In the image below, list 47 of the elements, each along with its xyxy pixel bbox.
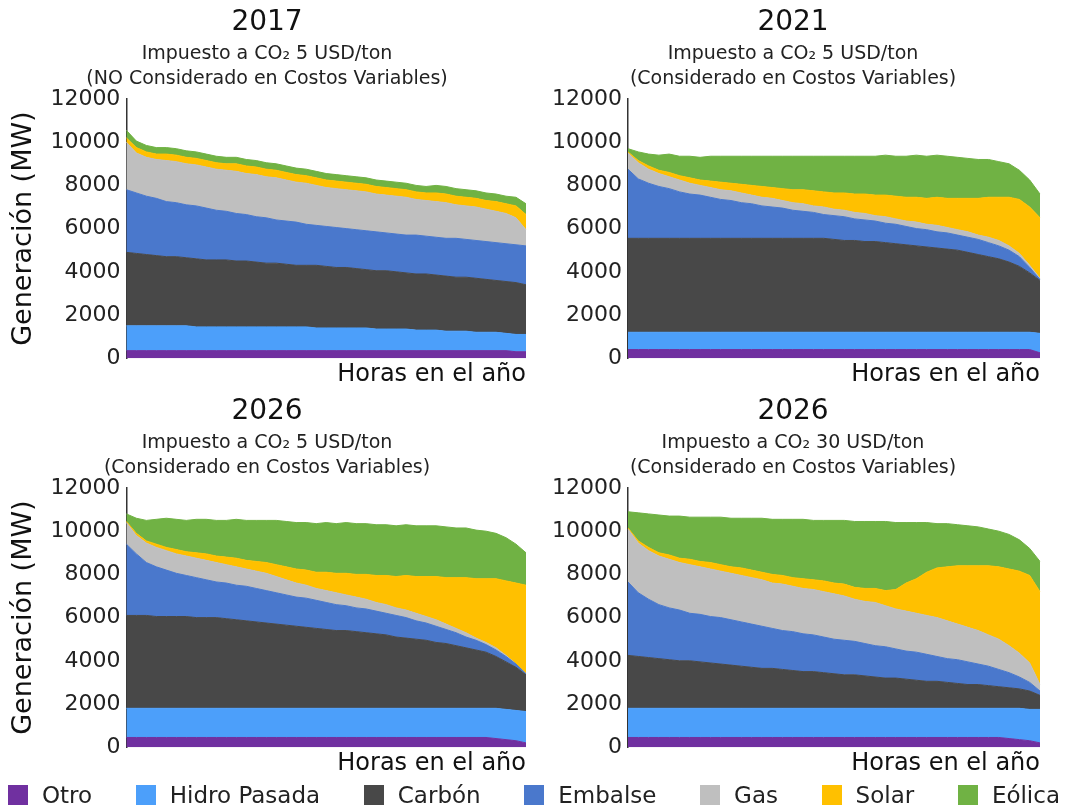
y-axis-title: Generación (MW)	[6, 500, 38, 735]
y-tick-label: 6000	[565, 603, 622, 629]
chart-title: 2026	[231, 393, 303, 427]
y-tick-label: 6000	[64, 603, 121, 629]
y-tick-label: 12000	[551, 84, 622, 110]
legend-label: Carbón	[397, 782, 481, 808]
y-tick-label: 10000	[50, 127, 121, 153]
y-tick-label: 0	[607, 343, 622, 369]
chart-title: 2017	[231, 4, 303, 38]
legend-label: Otro	[42, 782, 93, 808]
y-tick-label: 4000	[565, 646, 622, 672]
x-axis-title: Horas en el año	[337, 358, 526, 387]
legend-label: Embalse	[558, 782, 657, 808]
y-tick-label: 8000	[565, 171, 622, 197]
chart-subtitle: Impuesto a CO₂ 30 USD/ton (Considerado en Costos Variables)	[629, 429, 957, 477]
x-axis-title: Horas en el año	[337, 747, 526, 776]
y-tick-label: 8000	[565, 560, 622, 586]
legend-label: Eólica	[991, 782, 1060, 808]
y-axis-title: Generación (MW)	[6, 111, 38, 346]
chart-title: 2026	[757, 393, 829, 427]
y-tick-label: 12000	[551, 473, 622, 499]
y-tick-label: 4000	[64, 646, 121, 672]
y-tick-label: 10000	[551, 127, 622, 153]
chart-title: 2021	[757, 4, 829, 38]
y-tick-label: 10000	[551, 516, 622, 542]
chart-subtitle: Impuesto a CO₂ 5 USD/ton (Considerado en Costos Variables)	[629, 40, 957, 88]
legend-label: Gas	[734, 782, 778, 808]
y-tick-label: 8000	[64, 171, 121, 197]
x-axis-title: Horas en el año	[851, 358, 1040, 387]
x-axis-title: Horas en el año	[851, 747, 1040, 776]
y-tick-label: 6000	[64, 214, 121, 240]
y-tick-label: 0	[106, 732, 121, 758]
legend-label: Hidro Pasada	[169, 782, 321, 808]
y-tick-label: 10000	[50, 516, 121, 542]
y-tick-label: 0	[106, 343, 121, 369]
chart-subtitle: Impuesto a CO₂ 5 USD/ton (NO Considerado en Costos Variables)	[86, 40, 448, 88]
y-tick-label: 8000	[64, 560, 121, 586]
legend-label: Solar	[855, 782, 915, 808]
y-tick-label: 4000	[64, 257, 121, 283]
chart-subtitle: Impuesto a CO₂ 5 USD/ton (Considerado en Costos Variables)	[103, 429, 431, 477]
y-tick-label: 2000	[64, 689, 121, 715]
y-tick-label: 2000	[565, 300, 622, 326]
y-tick-label: 4000	[565, 257, 622, 283]
y-tick-label: 6000	[565, 214, 622, 240]
y-tick-label: 0	[607, 732, 622, 758]
y-tick-label: 2000	[565, 689, 622, 715]
y-tick-label: 2000	[64, 300, 121, 326]
